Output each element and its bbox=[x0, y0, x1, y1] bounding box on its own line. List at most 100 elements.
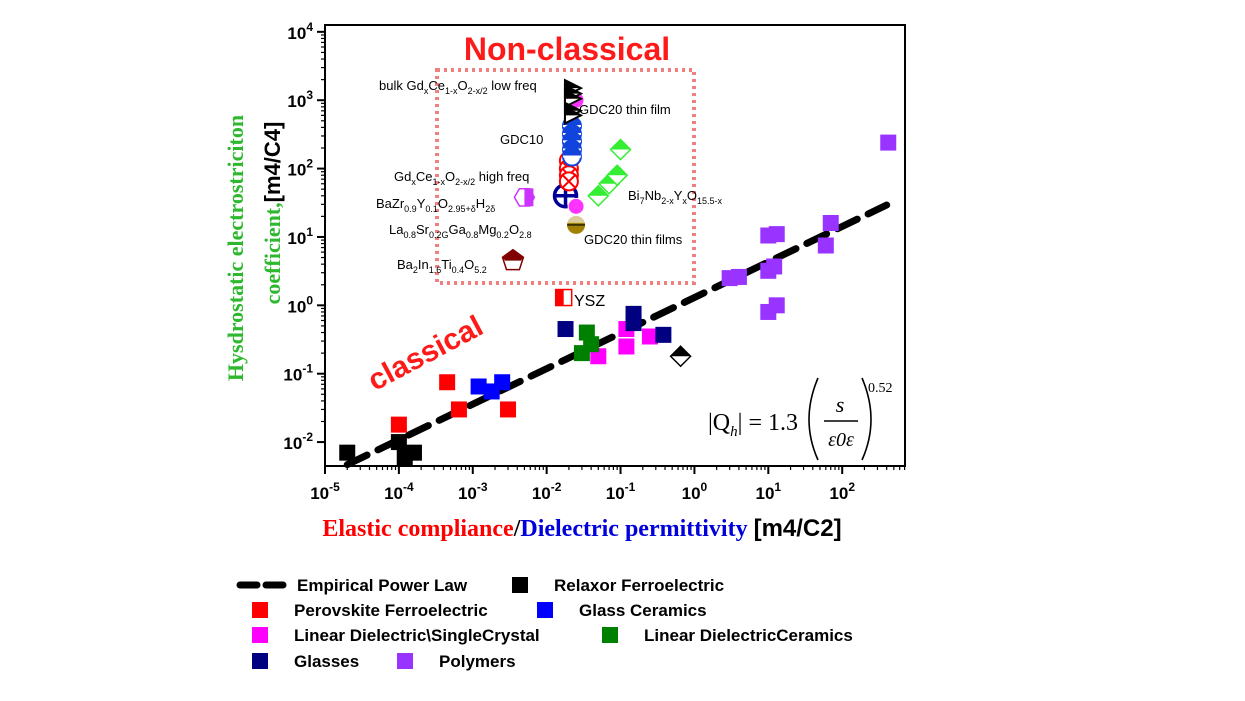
legend-label: Glasses bbox=[294, 652, 359, 671]
nonclassical-label: Non-classical bbox=[464, 31, 670, 67]
marker-half-circle bbox=[566, 214, 587, 234]
legend-item-perovskite-ferroelectric: Perovskite Ferroelectric bbox=[252, 601, 488, 620]
label-lsgm: La0.8Sr0.2GGa0.8Mg0.2O2.8 bbox=[389, 222, 532, 240]
marker-fill bbox=[562, 125, 581, 135]
formula-exponent: 0.52 bbox=[868, 381, 893, 396]
annotated-marks bbox=[501, 78, 692, 368]
y-tick-exp: 4 bbox=[306, 20, 313, 34]
label-gdc20-thin-films: GDC20 thin films bbox=[584, 232, 683, 247]
label-gdc20-thin-film: GDC20 thin film bbox=[579, 102, 671, 117]
marker-fill bbox=[564, 90, 581, 99]
y-axis-title-line1: Hysdrostatic electrostriciton bbox=[223, 115, 248, 381]
point-linear-dielectricceramics bbox=[583, 336, 600, 353]
label-bi7nb: Bi7Nb2-xYxO15.5-x bbox=[628, 188, 723, 206]
y-tick-base: 10 bbox=[287, 24, 306, 43]
legend-swatch bbox=[252, 602, 268, 618]
point-relaxor-ferroelectric bbox=[339, 444, 356, 461]
legend-label: Perovskite Ferroelectric bbox=[294, 601, 488, 620]
legend-item-polymers: Polymers bbox=[397, 652, 516, 671]
marker-circle-line bbox=[561, 146, 582, 167]
legend-swatch bbox=[252, 653, 268, 669]
legend-label: Linear DielectricCeramics bbox=[644, 626, 853, 645]
point-perovskite-ferroelectric bbox=[390, 416, 407, 433]
y-tick-label: 101 bbox=[287, 225, 313, 248]
y-tick-exp: -1 bbox=[302, 362, 313, 376]
point-polymers bbox=[880, 134, 897, 151]
marker-fill bbox=[562, 140, 581, 150]
label-ysz: YSZ bbox=[574, 293, 605, 310]
classical-label: classical bbox=[363, 310, 489, 398]
marker-fill bbox=[502, 249, 524, 261]
y-tick-label: 100 bbox=[287, 293, 313, 316]
y-tick-label: 10-1 bbox=[283, 362, 313, 385]
marker-cross-circle bbox=[558, 171, 579, 192]
x-tick-exp: -3 bbox=[477, 480, 488, 494]
legend-label: Linear Dielectric\SingleCrystal bbox=[294, 626, 540, 645]
y-tick-base: 10 bbox=[287, 92, 306, 111]
point-polymers bbox=[817, 237, 834, 254]
legend-item-linear-dielectric-singlecrystal: Linear Dielectric\SingleCrystal bbox=[252, 626, 540, 645]
x-tick-label: 10-3 bbox=[458, 480, 488, 503]
x-tick-exp: -1 bbox=[625, 480, 636, 494]
label-bulk-low-freq: bulk GdxCe1-xO2-x/2 low freq bbox=[379, 78, 537, 96]
marker-circle bbox=[567, 197, 585, 215]
marker-fill bbox=[562, 132, 581, 142]
x-tick-base: 10 bbox=[310, 484, 329, 503]
y-tick-label: 104 bbox=[287, 20, 313, 43]
marker-fill bbox=[564, 107, 581, 116]
legend-label: Polymers bbox=[439, 652, 516, 671]
x-tick-label: 10-1 bbox=[606, 480, 636, 503]
formula-numerator: s bbox=[836, 392, 845, 417]
data-marks bbox=[339, 134, 897, 466]
x-tick-base: 10 bbox=[532, 484, 551, 503]
marker-fill bbox=[610, 139, 631, 150]
marker-fill bbox=[562, 147, 581, 157]
point-glasses bbox=[557, 321, 574, 338]
marker-fill bbox=[524, 188, 534, 207]
y-tick-base: 10 bbox=[283, 434, 302, 453]
point-polymers bbox=[768, 226, 785, 243]
label-high-freq: GdxCe1-xO2-x/2 high freq bbox=[394, 169, 529, 187]
y-tick-exp: -2 bbox=[302, 430, 313, 444]
legend: Empirical Power Law Relaxor Ferroelectric… bbox=[236, 576, 853, 671]
point-glass-ceramics bbox=[470, 378, 487, 395]
y-tick-base: 10 bbox=[287, 229, 306, 248]
point-linear-dielectric-singlecrystal bbox=[618, 338, 635, 355]
point-polymers bbox=[730, 268, 747, 285]
marker-triangle bbox=[563, 89, 584, 109]
power-law-group bbox=[343, 201, 891, 469]
x-tick-exp: 2 bbox=[848, 480, 855, 494]
marker-half-diamond bbox=[669, 345, 692, 368]
point-relaxor-ferroelectric bbox=[405, 444, 422, 461]
x-tick-base: 10 bbox=[384, 484, 403, 503]
power-law-line bbox=[343, 201, 891, 469]
label-ba2in: Ba2In1.6Ti0.4O5.2 bbox=[397, 257, 487, 275]
marker-triangle bbox=[563, 105, 584, 125]
x-tick-label: 102 bbox=[829, 480, 855, 503]
y-tick-exp: 0 bbox=[306, 293, 313, 307]
y-tick-base: 10 bbox=[287, 161, 306, 180]
x-axis-title: Elastic compliance/Dielectric permittivi… bbox=[322, 515, 841, 542]
legend-item-empirical-power-law: Empirical Power Law bbox=[236, 576, 468, 595]
marker-diamond bbox=[606, 164, 629, 187]
x-tick-base: 10 bbox=[458, 484, 477, 503]
point-relaxor-ferroelectric bbox=[390, 434, 407, 451]
legend-swatch bbox=[252, 627, 268, 643]
marker-diamond bbox=[609, 138, 632, 161]
legend-swatch bbox=[537, 602, 553, 618]
y-tick-label: 10-2 bbox=[283, 430, 313, 453]
marker-highlight bbox=[566, 214, 587, 223]
x-tick-exp: -4 bbox=[403, 480, 414, 494]
marker-x2 bbox=[561, 173, 577, 190]
power-law-formula: |Qh| = 1.3 s ε0ε 0.52 bbox=[708, 377, 893, 461]
y-tick-exp: 3 bbox=[306, 88, 313, 102]
x-tick-label: 101 bbox=[756, 480, 782, 503]
formula-denominator: ε0ε bbox=[828, 429, 854, 451]
marker-fill bbox=[555, 289, 564, 306]
marker-fill bbox=[607, 165, 628, 176]
legend-item-relaxor-ferroelectric: Relaxor Ferroelectric bbox=[512, 576, 724, 595]
point-polymers bbox=[766, 258, 783, 275]
x-tick-label: 10-2 bbox=[532, 480, 562, 503]
